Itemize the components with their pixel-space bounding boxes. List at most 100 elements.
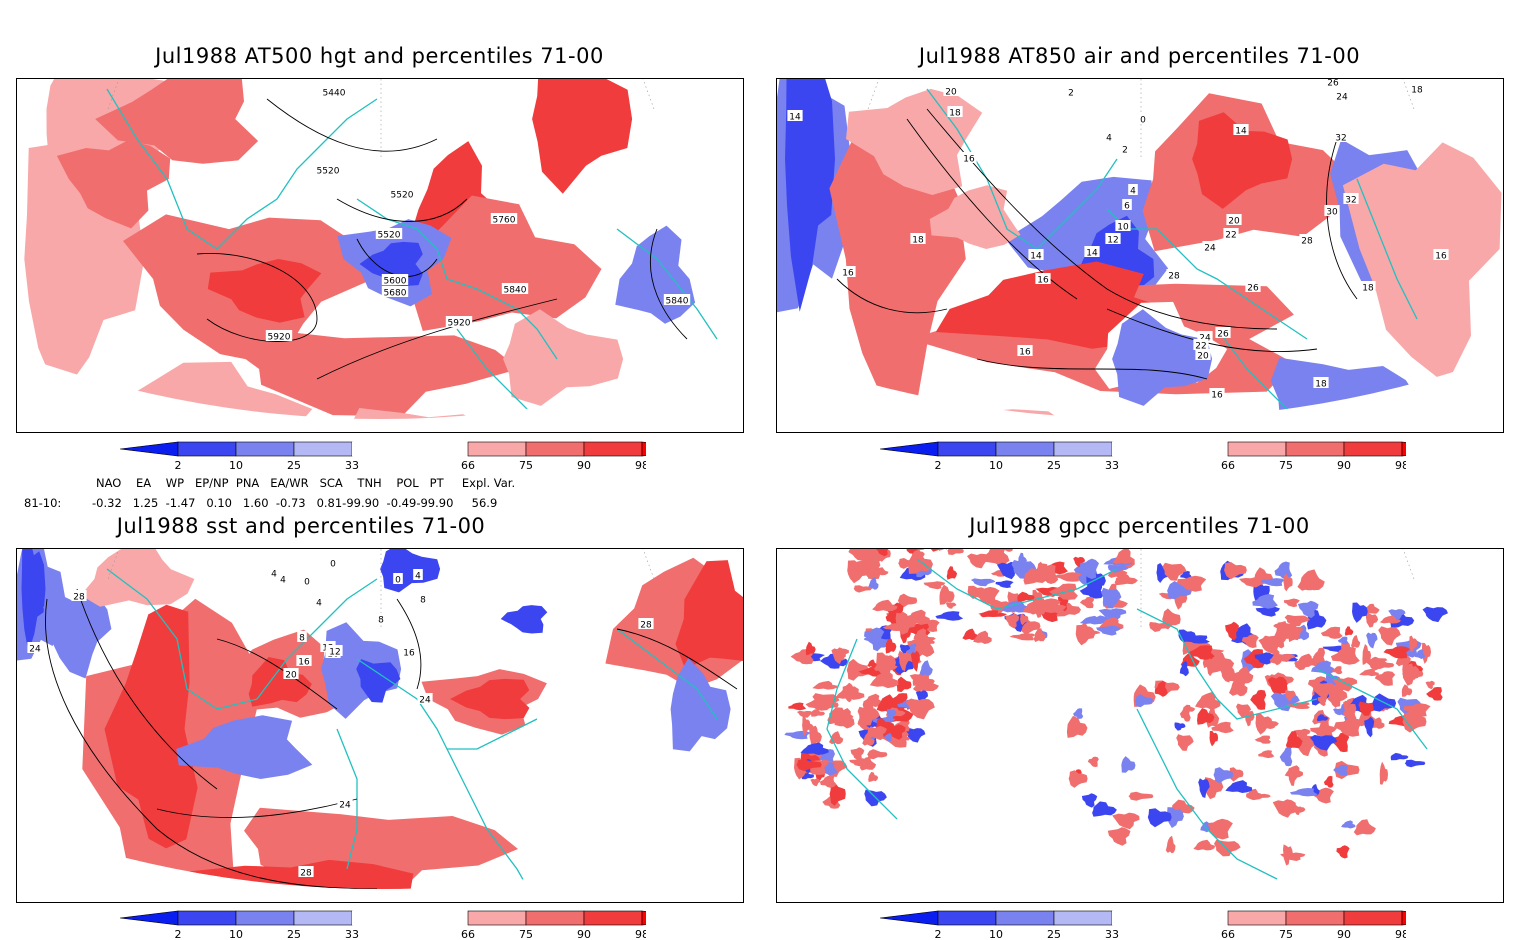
contour-label: 30: [1326, 208, 1338, 218]
anomaly-region: [1284, 765, 1303, 778]
contour-label-box: [490, 213, 518, 224]
contour-label-box: [417, 693, 433, 704]
anomaly-region: [876, 652, 896, 675]
contour-line: [216, 638, 338, 710]
anomaly-region: [1352, 602, 1368, 623]
contour-label-box: [1409, 83, 1425, 94]
colorbar-label: 33: [345, 459, 359, 472]
contour-label: 18: [1411, 86, 1423, 96]
panel4-map: [776, 548, 1504, 903]
contour-label: 8: [378, 616, 384, 626]
contour-label: 0: [330, 560, 336, 570]
anomaly-region: [1426, 687, 1443, 701]
contour-label: 18: [912, 236, 924, 246]
contour-label: 5600: [384, 277, 407, 287]
contour-label: 12: [329, 648, 340, 658]
contour-label: 24: [1204, 244, 1216, 254]
colorbar-label: 90: [1337, 459, 1351, 472]
anomaly-region: [1112, 812, 1140, 830]
colorbar-segment: [1343, 441, 1403, 457]
anomaly-region: [809, 723, 818, 746]
contour-line: [336, 198, 468, 222]
contour-label-box: [337, 798, 353, 809]
anomaly-region: [500, 605, 548, 634]
contour-label: 24: [1199, 334, 1211, 344]
anomaly-region: [1020, 613, 1029, 626]
contour-label: 5840: [504, 286, 527, 296]
panel4-colorbar: 2 10 25 33 66 75 90 98: [879, 910, 1406, 940]
anomaly-region: [1098, 608, 1127, 621]
anomaly-region: [897, 593, 918, 608]
contour-label: 28: [300, 869, 312, 879]
colorbar-arrow-right: [641, 441, 646, 457]
colorbar-segment: [352, 442, 410, 456]
anomaly-region: [231, 329, 520, 417]
anomaly-region: [1236, 703, 1252, 718]
contour-label: 5920: [448, 319, 471, 329]
anomaly-region: [978, 610, 1001, 617]
anomaly-region: [1330, 646, 1360, 665]
anomaly-region: [1415, 649, 1426, 659]
anomaly-region: [905, 409, 1068, 419]
contour-label: 14: [1235, 127, 1247, 137]
colorbar-arrow-right: [1401, 441, 1406, 457]
colorbar-segment: [1285, 441, 1345, 457]
contour-label-box: [1035, 273, 1051, 284]
contour-label: 16: [842, 269, 854, 279]
colorbar-segment: [1112, 442, 1170, 456]
anomaly-region: [946, 566, 958, 580]
anomaly-region: [945, 602, 957, 609]
anomaly-region: [847, 560, 871, 584]
anomaly-region: [867, 749, 888, 760]
anomaly-region: [1033, 628, 1047, 642]
anomaly-region: [1254, 652, 1274, 665]
anomaly-region: [1179, 660, 1189, 677]
anomaly-region: [1174, 722, 1186, 731]
colorbar-segment: [525, 910, 585, 926]
anomaly-region: [896, 676, 912, 693]
anomaly-region: [1224, 671, 1253, 684]
panel4-map-svg: [784, 549, 1448, 880]
anomaly-region: [905, 698, 935, 720]
anomaly-region: [1250, 689, 1267, 710]
colorbar-segment: [177, 441, 237, 457]
anomaly-region: [904, 727, 926, 743]
colorbar-segment: [235, 441, 295, 457]
panel3-title: Jul1988 sst and percentiles 71-00: [116, 514, 486, 538]
anomaly-region: [811, 709, 825, 717]
anomaly-region: [885, 637, 897, 654]
anomaly-region: [785, 79, 835, 312]
contour-label-box: [265, 330, 293, 341]
anomaly-region: [1176, 575, 1207, 592]
contour-label-box: [1028, 249, 1044, 260]
anomaly-region: [794, 656, 811, 664]
anomaly-region: [831, 647, 845, 665]
anomaly-region: [1162, 562, 1187, 581]
anomaly-region: [1270, 357, 1419, 419]
anomaly-region: [868, 725, 887, 741]
anomaly-region: [1341, 820, 1356, 829]
colorbar-arrow-left: [879, 910, 939, 926]
colorbar-segment: [1112, 911, 1170, 925]
contour-label: 26: [1217, 330, 1229, 340]
contour-label-box: [381, 286, 409, 297]
anomaly-region: [1373, 660, 1395, 669]
colorbar-segment: [293, 910, 353, 926]
anomaly-region: [1180, 635, 1210, 644]
panel3-map: 2824440004848121620161281624242828: [16, 548, 744, 903]
anomaly-region: [1342, 142, 1502, 385]
contour-label-box: [314, 596, 324, 607]
anomaly-region: [615, 225, 696, 324]
anomaly-region: [1101, 587, 1122, 609]
contour-label: 0: [304, 578, 310, 588]
contour-label: 16: [403, 649, 415, 659]
anomaly-region: [1337, 636, 1349, 645]
colorbar-label: 90: [577, 928, 591, 940]
contour-line: [76, 588, 218, 790]
colorbar-label: 75: [519, 459, 533, 472]
anomaly-region: [186, 859, 414, 889]
anomaly-region: [1023, 568, 1049, 585]
anomaly-region: [1336, 845, 1350, 859]
contour-label-box: [1215, 327, 1231, 338]
anomaly-region: [80, 549, 195, 607]
